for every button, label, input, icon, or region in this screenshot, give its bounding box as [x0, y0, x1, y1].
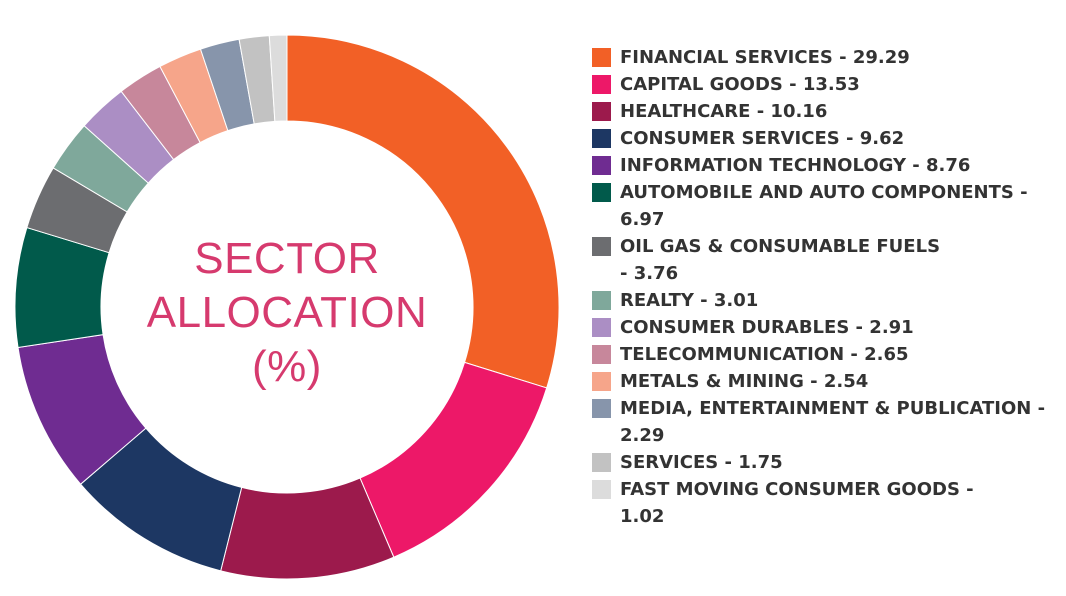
legend-item: METALS & MINING - 2.54	[592, 368, 1062, 395]
legend-label: FINANCIAL SERVICES - 29.29	[620, 47, 910, 68]
legend-swatch	[592, 75, 611, 94]
legend-item: AUTOMOBILE AND AUTO COMPONENTS - 6.97	[592, 179, 1062, 233]
legend-label: 2.29	[620, 425, 665, 446]
legend-swatch	[592, 156, 611, 175]
legend-swatch	[592, 102, 611, 121]
legend-swatch	[592, 183, 611, 202]
legend-item: REALTY - 3.01	[592, 287, 1062, 314]
legend-item: FINANCIAL SERVICES - 29.29	[592, 44, 1062, 71]
legend-item: INFORMATION TECHNOLOGY - 8.76	[592, 152, 1062, 179]
chart-legend: FINANCIAL SERVICES - 29.29 CAPITAL GOODS …	[592, 44, 1062, 530]
legend-item: CONSUMER SERVICES - 9.62	[592, 125, 1062, 152]
legend-label: METALS & MINING - 2.54	[620, 371, 869, 392]
legend-swatch	[592, 129, 611, 148]
chart-title-line-2: ALLOCATION	[146, 288, 428, 337]
legend-swatch	[592, 318, 611, 337]
sector-donut-chart	[14, 34, 560, 580]
legend-label: - 3.76	[620, 263, 679, 284]
legend-item: HEALTHCARE - 10.16	[592, 98, 1062, 125]
legend-item: FAST MOVING CONSUMER GOODS - 1.02	[592, 476, 1062, 530]
legend-swatch	[592, 480, 611, 499]
legend-label: CONSUMER DURABLES - 2.91	[620, 317, 914, 338]
chart-title-line-1: SECTOR	[194, 234, 380, 283]
legend-swatch	[592, 291, 611, 310]
legend-swatch	[592, 48, 611, 67]
legend-label: AUTOMOBILE AND AUTO COMPONENTS -	[620, 182, 1028, 203]
slice-financial-services	[286, 34, 560, 389]
legend-label: 1.02	[620, 506, 665, 527]
legend-swatch	[592, 372, 611, 391]
chart-title: SECTOR ALLOCATION (%)	[137, 232, 437, 394]
legend-item: OIL GAS & CONSUMABLE FUELS - 3.76	[592, 233, 1062, 287]
legend-item: TELECOMMUNICATION - 2.65	[592, 341, 1062, 368]
legend-item: SERVICES - 1.75	[592, 449, 1062, 476]
legend-swatch	[592, 345, 611, 364]
legend-label: CAPITAL GOODS - 13.53	[620, 74, 860, 95]
legend-swatch	[592, 237, 611, 256]
legend-swatch	[592, 453, 611, 472]
legend-label: TELECOMMUNICATION - 2.65	[620, 344, 909, 365]
chart-title-line-3: (%)	[252, 342, 322, 391]
legend-label: MEDIA, ENTERTAINMENT & PUBLICATION -	[620, 398, 1046, 419]
legend-label: SERVICES - 1.75	[620, 452, 783, 473]
legend-label: CONSUMER SERVICES - 9.62	[620, 128, 905, 149]
legend-swatch	[592, 399, 611, 418]
legend-label: REALTY - 3.01	[620, 290, 759, 311]
slice-fast-moving-consumer-goods	[268, 34, 288, 122]
legend-label: FAST MOVING CONSUMER GOODS -	[620, 479, 974, 500]
legend-item: CONSUMER DURABLES - 2.91	[592, 314, 1062, 341]
legend-item: CAPITAL GOODS - 13.53	[592, 71, 1062, 98]
legend-label: 6.97	[620, 209, 665, 230]
legend-item: MEDIA, ENTERTAINMENT & PUBLICATION - 2.29	[592, 395, 1062, 449]
legend-label: OIL GAS & CONSUMABLE FUELS	[620, 236, 941, 257]
legend-label: INFORMATION TECHNOLOGY - 8.76	[620, 155, 971, 176]
legend-label: HEALTHCARE - 10.16	[620, 101, 828, 122]
